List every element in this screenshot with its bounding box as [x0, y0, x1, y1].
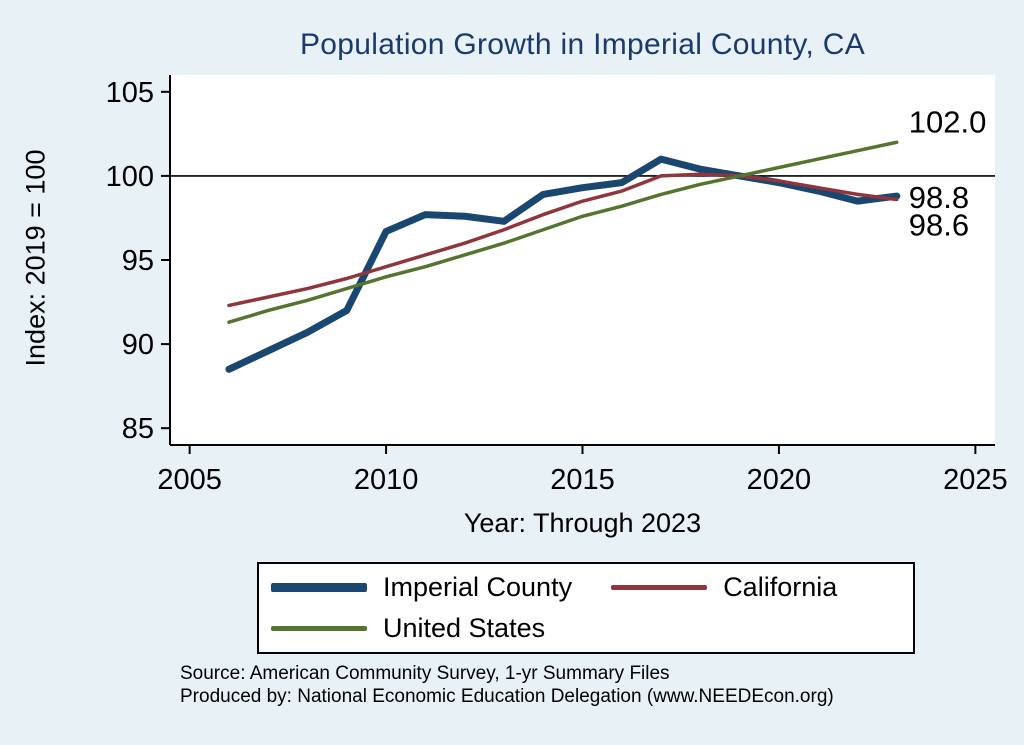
- x-tick-label: 2005: [157, 464, 222, 496]
- legend-item-united-states: United States: [271, 613, 611, 644]
- california-line-swatch: [611, 585, 708, 590]
- source-line-1: Source: American Community Survey, 1-yr …: [180, 663, 670, 684]
- y-tick-label: 95: [122, 245, 154, 277]
- y-tick-label: 90: [122, 329, 154, 361]
- legend: Imperial County California United States: [257, 562, 915, 654]
- x-axis-label: Year: Through 2023: [463, 508, 702, 538]
- y-tick-label: 105: [106, 77, 154, 109]
- legend-label-united-states: United States: [383, 613, 546, 643]
- united-states-line-swatch: [271, 626, 367, 631]
- end-label-0: 98.8: [909, 180, 969, 215]
- plot-area: [170, 75, 995, 445]
- legend-item-california: California: [611, 572, 901, 603]
- x-tick-label: 2015: [550, 464, 615, 496]
- legend-label-california: California: [723, 572, 838, 602]
- x-tick-label: 2025: [943, 464, 1008, 496]
- y-tick-label: 85: [122, 413, 154, 445]
- series-line-0: [225, 155, 901, 373]
- source-notes: Source: American Community Survey, 1-yr …: [180, 662, 980, 708]
- imperial-county-line-swatch: [271, 583, 367, 592]
- chart-title: Population Growth in Imperial County, CA: [299, 28, 866, 61]
- source-line-2: Produced by: National Economic Education…: [180, 686, 834, 708]
- y-tick-label: 100: [106, 161, 154, 193]
- series-line-2: [227, 140, 899, 324]
- series-line-1: [227, 172, 899, 308]
- legend-item-imperial-county: Imperial County: [271, 572, 611, 603]
- x-tick-label: 2010: [354, 464, 419, 496]
- end-label-1: 98.6: [909, 207, 969, 242]
- end-label-2: 102.0: [909, 104, 987, 139]
- line-chart: 85 90 95 100 105 2005 2010 2015 2020 2025 98.898.6…: [106, 75, 1008, 496]
- y-axis-label: Index: 2019 = 100: [20, 149, 51, 367]
- legend-label-imperial-county: Imperial County: [383, 572, 573, 602]
- x-tick-label: 2020: [747, 464, 812, 496]
